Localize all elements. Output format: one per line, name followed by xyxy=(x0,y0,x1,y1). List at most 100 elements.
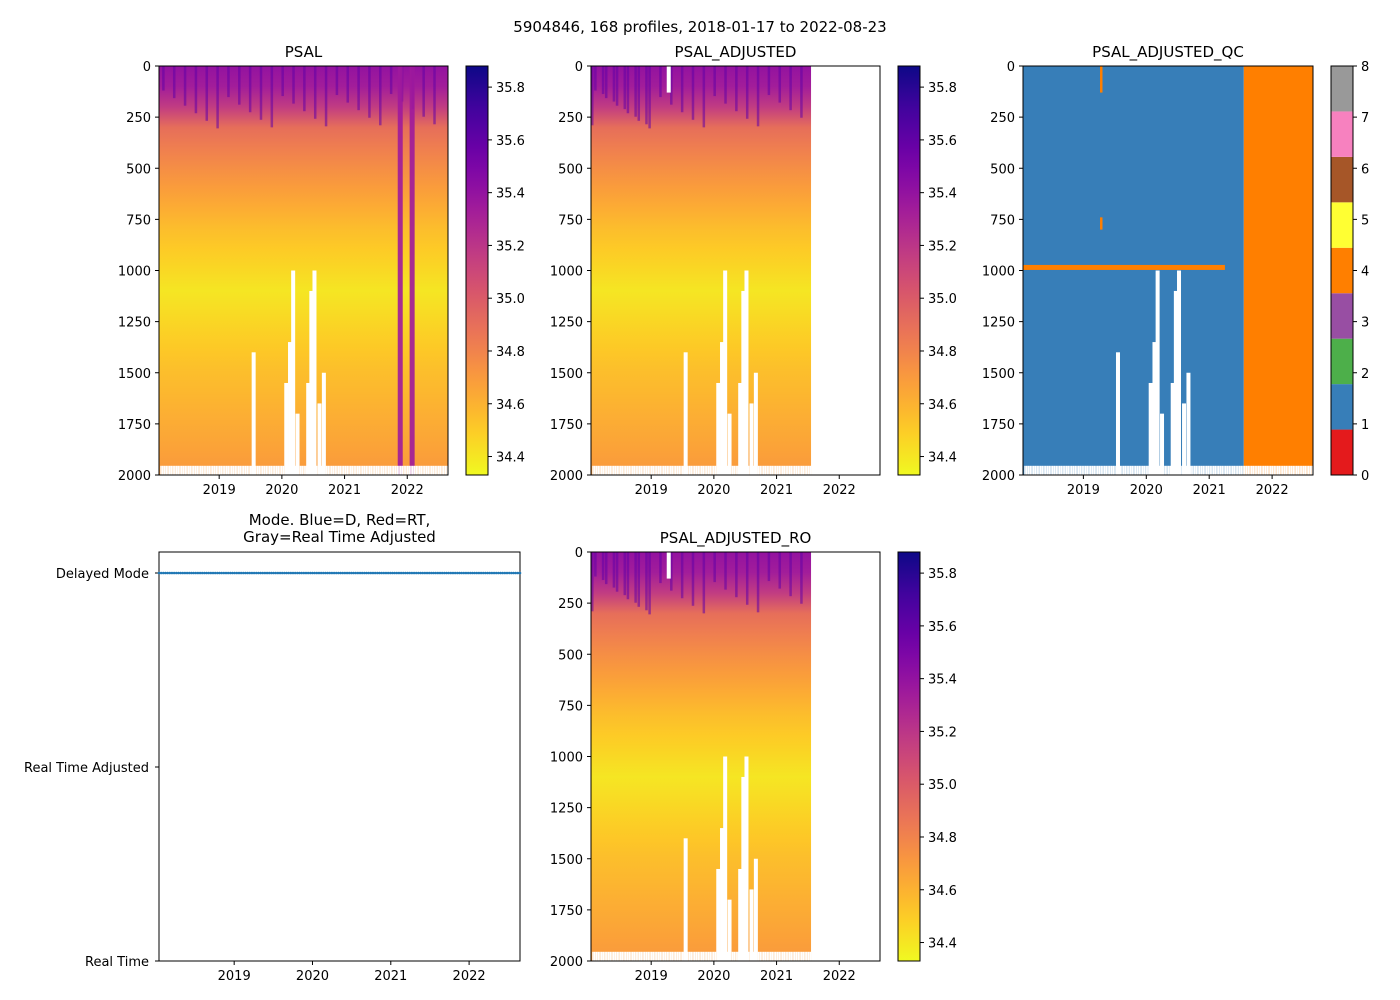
mode-point-delayed xyxy=(302,571,306,575)
bottom-gap xyxy=(637,951,639,961)
bottom-gap xyxy=(650,951,653,961)
bottom-gap xyxy=(742,951,744,961)
upper-ocean-streak xyxy=(756,552,760,613)
bottom-gap xyxy=(241,465,243,475)
bottom-gap xyxy=(659,951,662,961)
mode-point-delayed xyxy=(438,571,442,575)
colorbar-tick-label: 2 xyxy=(1361,367,1369,382)
bottom-gap xyxy=(675,465,677,475)
bottom-gap xyxy=(434,465,436,475)
mode-point-delayed xyxy=(460,571,463,575)
bottom-gap xyxy=(280,465,283,475)
upper-ocean-streak xyxy=(612,552,616,588)
y-tick-label: 750 xyxy=(126,213,151,228)
bottom-gap xyxy=(1152,465,1154,475)
bottom-gap xyxy=(731,951,734,961)
bottom-gap xyxy=(358,465,361,475)
qc-flag-4-region xyxy=(1243,66,1313,475)
bottom-gap xyxy=(258,465,261,475)
mode-point-delayed xyxy=(440,571,444,575)
mode-point-delayed xyxy=(177,571,180,575)
bottom-gap xyxy=(160,465,162,475)
data-gap xyxy=(666,552,671,579)
y-tick-label: 500 xyxy=(990,162,1015,177)
bottom-gap xyxy=(311,465,314,475)
qc-flag-1-region xyxy=(1023,66,1244,475)
bottom-gap xyxy=(609,951,612,961)
bottom-gap xyxy=(795,465,798,475)
bottom-gap xyxy=(1166,465,1168,475)
y-tick-label: Delayed Mode xyxy=(56,567,149,582)
upper-ocean-streak xyxy=(735,552,738,598)
bottom-gap xyxy=(680,951,682,961)
bottom-gap xyxy=(806,465,808,475)
bottom-gap xyxy=(647,465,650,475)
bottom-gap xyxy=(232,465,235,475)
y-tick-label: 1250 xyxy=(118,316,151,331)
upper-ocean-streak xyxy=(724,552,727,590)
upper-ocean-streak xyxy=(789,552,792,597)
panel-psal_adjusted: PSAL_ADJUSTED 2019 2020 2021 2022 0 250 500 750 1… xyxy=(550,43,957,498)
upper-ocean-streak xyxy=(691,552,695,606)
colorbar-tick-label: 3 xyxy=(1361,316,1369,331)
mode-point-delayed xyxy=(209,571,213,575)
bottom-gap xyxy=(664,951,667,961)
bottom-gap xyxy=(1086,465,1089,475)
panel-mode: Mode. Blue=D, Red=RT,Gray=Real Time Adju… xyxy=(24,511,522,984)
bottom-gap xyxy=(761,951,763,961)
bottom-gap xyxy=(1287,465,1289,475)
y-tick-label: 500 xyxy=(126,162,151,177)
bottom-gap xyxy=(284,465,286,475)
bottom-gap xyxy=(669,951,672,961)
bottom-gap xyxy=(700,951,703,961)
bottom-gap xyxy=(406,465,409,475)
bottom-gap xyxy=(161,465,164,475)
panel-psal: PSAL 2019 2020 2021 2022 0 250 500 750 1000 1250 15… xyxy=(118,43,525,498)
salinity-field xyxy=(159,66,448,475)
mode-point-delayed xyxy=(512,571,515,575)
bottom-gap xyxy=(1219,465,1222,475)
mode-point-delayed xyxy=(490,571,494,575)
mode-point-delayed xyxy=(248,571,252,575)
bottom-gap xyxy=(666,465,668,475)
bottom-gap xyxy=(787,465,789,475)
mode-point-delayed xyxy=(166,571,169,575)
bottom-gap xyxy=(310,465,312,475)
mode-point-delayed xyxy=(484,571,487,575)
bottom-gap xyxy=(398,465,400,475)
bottom-gap xyxy=(1145,465,1147,475)
bottom-gap xyxy=(1041,465,1044,475)
bottom-gap xyxy=(681,951,684,961)
bottom-gap xyxy=(802,951,805,961)
upper-ocean-streak xyxy=(648,552,651,615)
data-gap xyxy=(738,382,743,475)
upper-ocean-streak xyxy=(194,66,198,114)
bottom-gap xyxy=(800,951,803,961)
bottom-gap xyxy=(704,951,706,961)
upper-ocean-streak xyxy=(713,66,716,97)
x-tick-label: 2022 xyxy=(1256,483,1289,498)
upper-ocean-streak xyxy=(778,552,782,589)
bottom-gap xyxy=(671,951,674,961)
bottom-gap xyxy=(1197,465,1199,475)
panel-title-line-1: Mode. Blue=D, Red=RT, xyxy=(249,511,431,529)
salinity-field xyxy=(591,552,812,961)
x-tick-label: 2020 xyxy=(1130,483,1163,498)
mode-point-delayed xyxy=(192,571,195,575)
bottom-gap xyxy=(742,465,744,475)
bottom-gap xyxy=(282,465,285,475)
data-gap xyxy=(741,290,746,475)
bottom-gap xyxy=(180,465,183,475)
data-gap xyxy=(1177,270,1182,475)
bottom-gap xyxy=(1069,465,1071,475)
bottom-gap xyxy=(693,465,696,475)
mode-point-delayed xyxy=(417,571,420,575)
bottom-gap xyxy=(661,951,663,961)
bottom-gap xyxy=(168,465,171,475)
bottom-gap xyxy=(303,465,305,475)
bottom-gap xyxy=(774,951,777,961)
bottom-gap xyxy=(699,951,701,961)
mode-point-delayed xyxy=(181,571,185,575)
bottom-gap xyxy=(623,951,625,961)
bottom-gap xyxy=(1283,465,1286,475)
